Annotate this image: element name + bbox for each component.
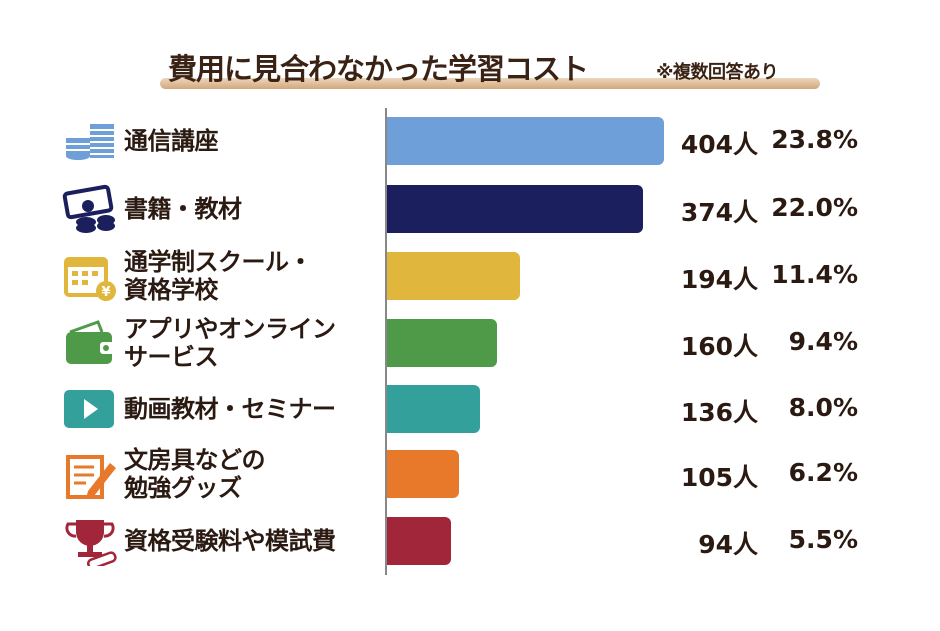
percent-label-books: 22.0% — [771, 193, 858, 222]
count-label-school: 194人 — [680, 265, 758, 294]
category-label-correspondence: 通信講座 — [124, 127, 219, 155]
percent-label-apps: 9.4% — [788, 327, 858, 356]
category-label-exam-fees: 資格受験料や模試費 — [124, 527, 336, 555]
category-label-school: 通学制スクール・ 資格学校 — [124, 248, 313, 304]
y-axis-line — [385, 108, 387, 575]
percent-label-school: 11.4% — [771, 260, 858, 289]
chart-subtitle: ※複数回答あり — [656, 62, 779, 83]
coin-stack-icon — [62, 116, 118, 166]
percent-label-video: 8.0% — [788, 393, 858, 422]
bar-school — [387, 252, 520, 300]
count-label-stationery: 105人 — [680, 463, 758, 492]
percent-label-correspondence: 23.8% — [771, 125, 858, 154]
category-label-books: 書籍・教材 — [124, 195, 242, 223]
title-underline — [160, 78, 820, 89]
bar-video — [387, 385, 481, 433]
count-label-video: 136人 — [680, 398, 758, 427]
category-label-video: 動画教材・セミナー — [124, 395, 336, 423]
category-label-apps: アプリやオンライン サービス — [124, 315, 336, 371]
count-label-exam-fees: 94人 — [698, 530, 758, 559]
count-label-books: 374人 — [680, 198, 758, 227]
chart-title: 費用に見合わなかった学習コスト — [168, 52, 589, 86]
wallet-icon — [62, 318, 118, 368]
percent-label-exam-fees: 5.5% — [788, 525, 858, 554]
video-play-icon — [62, 384, 118, 434]
bar-stationery — [387, 450, 459, 498]
bar-apps — [387, 319, 497, 367]
bar-books — [387, 185, 644, 233]
bar-correspondence — [387, 117, 664, 165]
count-label-correspondence: 404人 — [680, 130, 758, 159]
svg-text:¥: ¥ — [101, 285, 110, 300]
money-coins-icon — [62, 184, 118, 234]
bar-exam-fees — [387, 517, 452, 565]
calendar-yen-icon: ¥ — [62, 251, 118, 301]
notepad-pencil-icon — [62, 449, 118, 499]
percent-label-stationery: 6.2% — [788, 458, 858, 487]
category-label-stationery: 文房具などの 勉強グッズ — [124, 446, 266, 502]
count-label-apps: 160人 — [680, 332, 758, 361]
trophy-certificate-icon — [62, 516, 118, 570]
